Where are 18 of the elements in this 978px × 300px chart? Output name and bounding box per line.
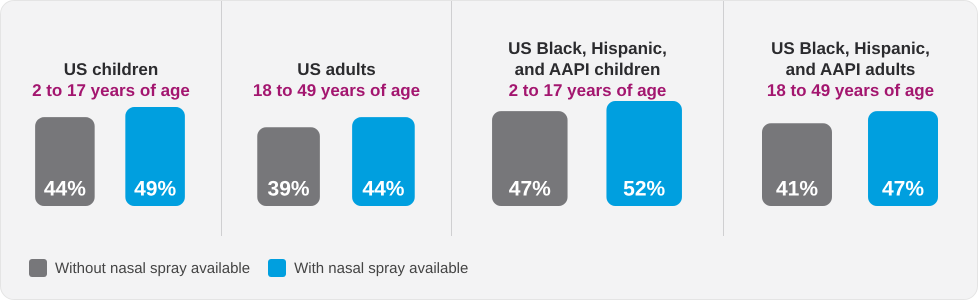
chart-subtitle: 18 to 49 years of age: [252, 80, 420, 101]
data-label: 39%: [268, 177, 310, 200]
chart-subtitle: 18 to 49 years of age: [766, 80, 934, 101]
chart-subtitle: 2 to 17 years of age: [508, 80, 666, 101]
chart-title: US adults: [297, 59, 376, 80]
data-label: 44%: [362, 177, 405, 200]
chart-title: US Black, Hispanic, and AAPI children: [507, 38, 668, 80]
data-label: 49%: [134, 177, 176, 200]
legend-label: Without nasal spray available: [55, 260, 250, 276]
data-label: 47%: [508, 177, 552, 200]
data-label: 52%: [623, 177, 666, 200]
data-label: 41%: [776, 177, 818, 200]
chart-subtitle: 2 to 17 years of age: [32, 80, 190, 101]
chart-title: US children: [64, 59, 158, 80]
chart-title: US Black, Hispanic, and AAPI adults: [770, 38, 931, 80]
legend-label: With nasal spray available: [294, 260, 468, 276]
data-label: 47%: [882, 177, 924, 200]
data-label: 44%: [44, 177, 86, 200]
